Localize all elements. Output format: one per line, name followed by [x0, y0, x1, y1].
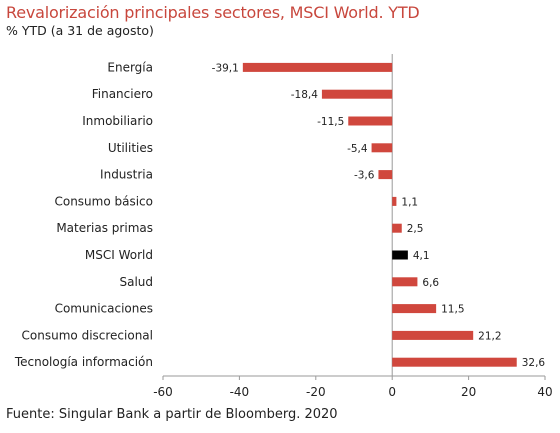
category-label: Energía — [107, 60, 153, 74]
category-label: Inmobiliario — [82, 114, 153, 128]
data-label: -39,1 — [212, 62, 239, 74]
bar — [348, 116, 393, 126]
bar — [392, 330, 474, 340]
x-tick-label: 20 — [461, 385, 476, 399]
data-label: -18,4 — [291, 89, 318, 101]
data-label: 2,5 — [407, 223, 424, 235]
bar — [392, 223, 402, 233]
data-label: 1,1 — [401, 196, 418, 208]
bar — [392, 196, 397, 206]
x-tick-label: 40 — [537, 385, 552, 399]
bar — [321, 89, 393, 99]
data-label: 6,6 — [422, 277, 439, 289]
category-label: Industria — [100, 168, 153, 182]
chart-subtitle: % YTD (a 31 de agosto) — [6, 23, 154, 38]
bar — [392, 357, 517, 367]
data-label: 32,6 — [522, 357, 546, 369]
data-label: -3,6 — [354, 170, 375, 182]
bar — [242, 62, 393, 72]
data-label: -5,4 — [347, 143, 368, 155]
category-label: Tecnología información — [14, 355, 153, 369]
x-tick-label: 0 — [388, 385, 396, 399]
data-label: 21,2 — [478, 330, 501, 342]
category-label: Materias primas — [56, 221, 153, 235]
category-label: Financiero — [92, 87, 153, 101]
category-label: Consumo discrecional — [22, 328, 153, 342]
category-label: Utilities — [108, 141, 153, 155]
data-label: 11,5 — [441, 304, 464, 316]
category-label: MSCI World — [85, 248, 153, 262]
x-tick-label: -20 — [306, 385, 326, 399]
bar — [392, 277, 418, 287]
bar — [378, 170, 393, 180]
source-note: Fuente: Singular Bank a partir de Bloomb… — [6, 407, 338, 422]
data-label: 4,1 — [413, 250, 430, 262]
x-tick-label: -40 — [230, 385, 250, 399]
bar — [371, 143, 393, 153]
bar — [392, 250, 408, 260]
category-label: Comunicaciones — [55, 302, 153, 316]
bar — [392, 304, 437, 314]
category-label: Consumo básico — [54, 194, 153, 208]
chart-title: Revalorización principales sectores, MSC… — [6, 3, 420, 22]
x-tick-label: -60 — [153, 385, 173, 399]
category-label: Salud — [119, 275, 153, 289]
data-label: -11,5 — [317, 116, 344, 128]
